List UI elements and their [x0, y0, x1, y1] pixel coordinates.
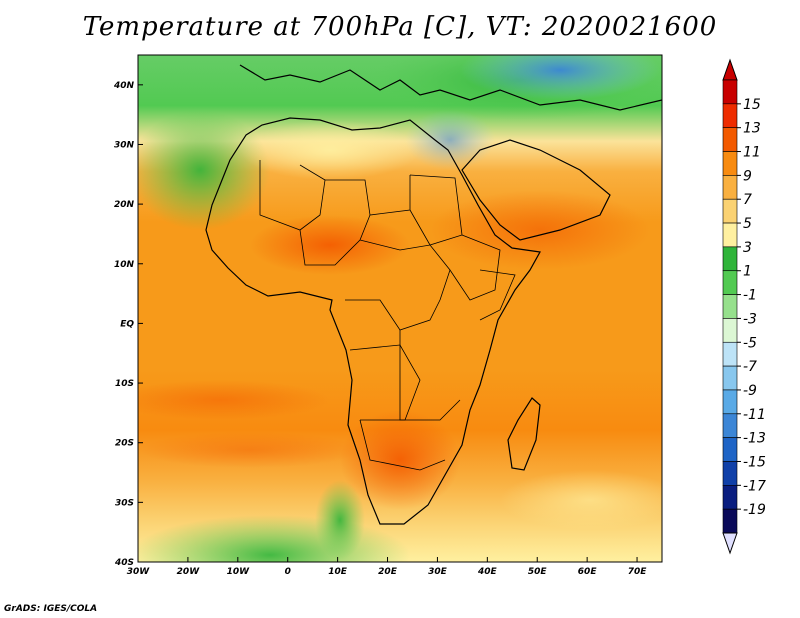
map-title: Temperature at 700hPa [C], VT: 202002160… — [82, 12, 718, 42]
colorbar-label: -15 — [743, 454, 766, 470]
colorbar-label: -5 — [743, 335, 757, 351]
colorbar-swatch — [722, 318, 738, 343]
lat-tick-label: 30S — [115, 498, 134, 508]
colorbar: 15 13 11 9 7 5 3 1 -1 -3 -5 -7 -9 -11 -13 -15 -17 -19 — [722, 58, 766, 555]
arabia-coastline — [461, 139, 611, 241]
colorbar-swatch — [722, 341, 738, 367]
country-borders — [259, 160, 516, 471]
colorbar-label: -1 — [743, 288, 757, 304]
africa-coastline — [205, 117, 541, 525]
map-frame — [137, 54, 663, 563]
colorbar-swatch — [722, 246, 738, 272]
lon-tick-label: 0 — [285, 567, 291, 577]
colorbar-swatch — [722, 508, 738, 534]
colorbar-swatch — [722, 151, 738, 176]
europe-coastline — [239, 64, 662, 111]
colorbar-label: 5 — [743, 216, 752, 232]
colorbar-label: -17 — [743, 478, 766, 494]
lon-tick-label: 20W — [177, 567, 201, 577]
colorbar-swatch — [722, 103, 738, 128]
lon-tick-label: 60E — [578, 567, 598, 577]
colorbar-over-arrow — [722, 58, 738, 81]
colorbar-swatch — [722, 175, 738, 200]
colorbar-swatch — [722, 437, 738, 462]
colorbar-swatch — [722, 485, 738, 510]
lat-tick-label: 40N — [113, 81, 135, 91]
colorbar-swatch — [722, 461, 738, 486]
lon-tick-label: 70E — [628, 567, 648, 577]
lat-tick-label: 40S — [114, 558, 134, 568]
lon-tick-label: 50E — [528, 567, 548, 577]
colorbar-swatch — [722, 413, 738, 438]
colorbar-label: 7 — [743, 192, 752, 208]
colorbar-label: 1 — [743, 264, 752, 280]
colorbar-swatch — [722, 365, 738, 391]
latitude-axis: 40N 30N 20N 10N EQ 10S 20S 30S 40S — [113, 81, 143, 568]
madagascar-coastline — [507, 397, 541, 471]
colorbar-label: -9 — [743, 383, 757, 399]
colorbar-label: 9 — [743, 168, 752, 184]
colorbar-swatch — [722, 79, 738, 105]
lon-tick-label: 30W — [127, 567, 151, 577]
colorbar-swatch — [722, 198, 738, 224]
lat-tick-label: 20N — [114, 200, 135, 210]
lat-tick-label: 30N — [114, 140, 135, 150]
colorbar-label: -11 — [743, 407, 766, 423]
colorbar-label: -3 — [743, 311, 757, 327]
colorbar-label: -19 — [743, 502, 766, 518]
lon-tick-label: 30E — [428, 567, 448, 577]
colorbar-label: -7 — [743, 359, 757, 375]
colorbar-label: 3 — [743, 240, 752, 256]
colorbar-label: 15 — [743, 97, 761, 113]
lat-tick-label: 10S — [115, 379, 134, 389]
colorbar-label: -13 — [743, 431, 766, 447]
colorbar-label: 11 — [743, 145, 761, 161]
lon-tick-label: 10W — [227, 567, 251, 577]
lat-tick-label: EQ — [120, 319, 134, 329]
colorbar-swatch — [722, 389, 738, 415]
colorbar-label: 13 — [743, 121, 761, 137]
temperature-field — [138, 55, 662, 562]
lat-tick-label: 10N — [114, 260, 135, 270]
colorbar-under-arrow — [722, 532, 738, 555]
colorbar-swatch — [722, 294, 738, 319]
lon-tick-label: 40E — [477, 567, 498, 577]
lon-tick-label: 10E — [328, 567, 348, 577]
colorbar-swatch — [722, 127, 738, 152]
grads-credit: GrADS: IGES/COLA — [4, 604, 98, 614]
colorbar-swatch — [722, 222, 738, 248]
lon-tick-label: 20E — [378, 567, 398, 577]
longitude-axis: 30W 20W 10W 0 10E 20E 30E 40E 50E 60E 70E — [127, 557, 647, 577]
lat-tick-label: 20S — [115, 439, 134, 449]
colorbar-swatch — [722, 270, 738, 295]
